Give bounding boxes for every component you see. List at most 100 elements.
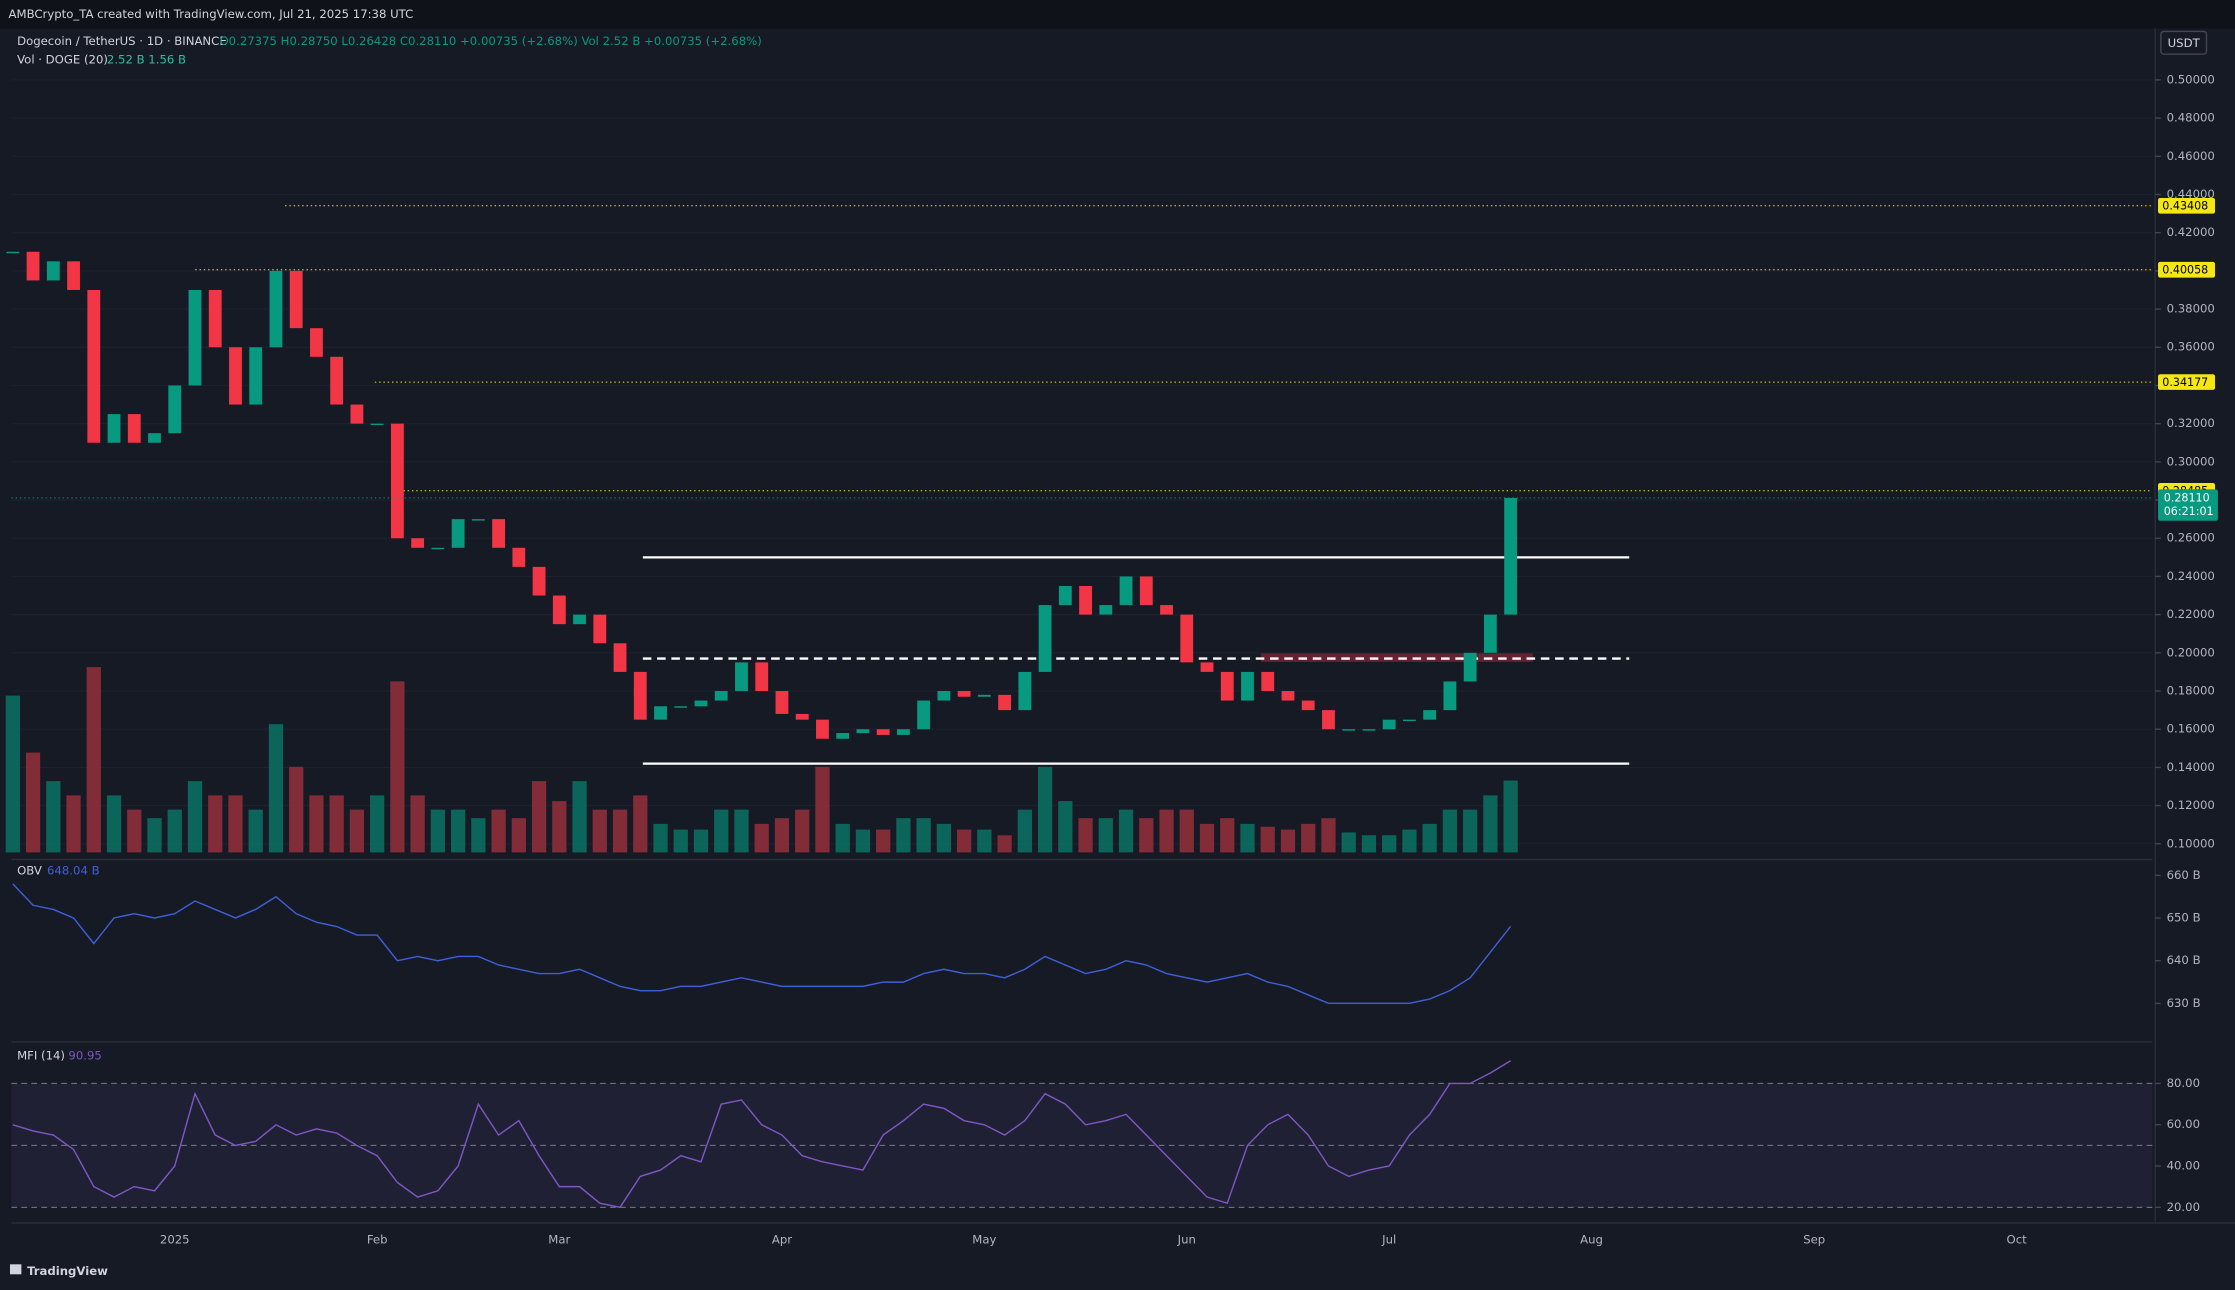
x-tick-label: Feb: [367, 1233, 388, 1247]
candle: [431, 547, 445, 550]
candle: [492, 519, 506, 548]
y-tick-label: 80.00: [2167, 1076, 2200, 1090]
x-tick-label: Apr: [772, 1233, 792, 1247]
candle: [1160, 605, 1173, 615]
volume-bar: [1402, 829, 1417, 853]
candle: [1018, 671, 1032, 711]
candle: [896, 729, 910, 735]
y-tick-label: 0.22000: [2167, 607, 2215, 621]
volume-bar: [208, 795, 223, 853]
volume-bar: [1159, 809, 1174, 853]
candle: [1362, 729, 1376, 731]
volume-bar: [633, 795, 648, 853]
volume-bar: [1260, 826, 1275, 853]
candle: [512, 547, 526, 567]
volume-bar: [673, 829, 688, 853]
x-tick-label: May: [972, 1233, 996, 1247]
y-tick-label: 0.10000: [2167, 836, 2215, 850]
y-tick-label: 0.46000: [2167, 149, 2215, 163]
symbol: Dogecoin / TetherUS · 1D · BINANCE: [17, 34, 227, 48]
candle: [1241, 671, 1254, 701]
candle: [148, 433, 161, 443]
volume-bar: [390, 681, 405, 853]
last-price-tag: [2158, 489, 2218, 521]
volume-bar: [1422, 823, 1437, 853]
candle: [370, 423, 384, 426]
volume-bar: [552, 801, 567, 853]
indicator-line: [12, 1060, 1511, 1209]
volume-bar: [309, 795, 324, 853]
x-tick-label: Oct: [2007, 1233, 2028, 1247]
volume-bar: [1503, 780, 1518, 853]
volume-bar: [1382, 835, 1397, 853]
candle: [937, 691, 951, 701]
volume-bar: [1078, 818, 1093, 853]
volume-legend: Vol · DOGE (20): [17, 52, 108, 66]
candle: [816, 719, 829, 739]
y-tick-label: 630 B: [2167, 996, 2201, 1010]
y-tick-label: 0.50000: [2167, 72, 2215, 86]
volume-bar: [1098, 818, 1113, 853]
volume-bar: [127, 809, 142, 853]
candle: [1180, 614, 1194, 663]
candle: [1139, 576, 1153, 606]
countdown: 06:21:01: [2164, 505, 2214, 518]
volume-bar: [1361, 835, 1377, 853]
candle: [1443, 681, 1457, 711]
volume-bar: [1037, 766, 1053, 853]
volume-bar: [1179, 809, 1194, 853]
y-tick-label: 0.14000: [2167, 760, 2215, 774]
y-tick-label: 0.32000: [2167, 416, 2215, 430]
candle: [289, 270, 303, 329]
y-tick-label: 0.12000: [2167, 798, 2215, 812]
volume-bar: [1442, 809, 1458, 853]
y-tick-label: 0.44000: [2167, 187, 2215, 201]
obv-legend: OBV: [17, 863, 42, 877]
volume-bar: [268, 724, 284, 853]
candle: [451, 519, 465, 548]
candle: [775, 691, 789, 714]
volume-bar: [167, 809, 182, 853]
volume-bar: [66, 795, 81, 853]
candle: [714, 691, 728, 701]
x-tick-label: Mar: [548, 1233, 570, 1247]
level-tag: [2158, 197, 2216, 214]
candle: [1423, 710, 1437, 720]
volume-bar: [86, 667, 101, 853]
candle: [87, 289, 101, 443]
mfi-legend: MFI (14): [17, 1049, 65, 1063]
x-tick-label: Jul: [1381, 1233, 1396, 1247]
currency[interactable]: USDT: [2168, 36, 2201, 50]
candle: [310, 328, 323, 357]
level-label: 0.40058: [2162, 263, 2208, 276]
candle: [1079, 585, 1092, 615]
candle: [107, 414, 121, 443]
volume-bar: [248, 809, 263, 853]
volume-bar: [957, 829, 972, 853]
candle: [6, 251, 20, 254]
volume-bar: [471, 818, 486, 853]
candle: [1504, 497, 1518, 615]
level-label: 0.43408: [2162, 199, 2208, 212]
volume-bar: [511, 818, 526, 853]
candle: [67, 261, 80, 290]
volume-bar: [1341, 832, 1356, 853]
candle: [755, 662, 769, 692]
candle: [411, 538, 425, 548]
mfi-value: 90.95: [68, 1049, 101, 1063]
volume-bar: [612, 809, 628, 853]
volume-bar: [370, 795, 385, 853]
candle: [1342, 729, 1356, 731]
volume-bar: [1199, 823, 1215, 853]
logo: TradingView: [9, 1264, 108, 1278]
volume-bar: [693, 829, 709, 853]
volume-bar: [714, 809, 729, 853]
currency-box[interactable]: [2160, 30, 2208, 55]
candle: [552, 595, 566, 625]
indicator-line: [12, 883, 1512, 1005]
volume-bar: [25, 752, 41, 853]
volume-bar: [1463, 809, 1478, 853]
y-tick-label: 0.38000: [2167, 302, 2215, 316]
y-tick-label: 640 B: [2167, 953, 2201, 967]
